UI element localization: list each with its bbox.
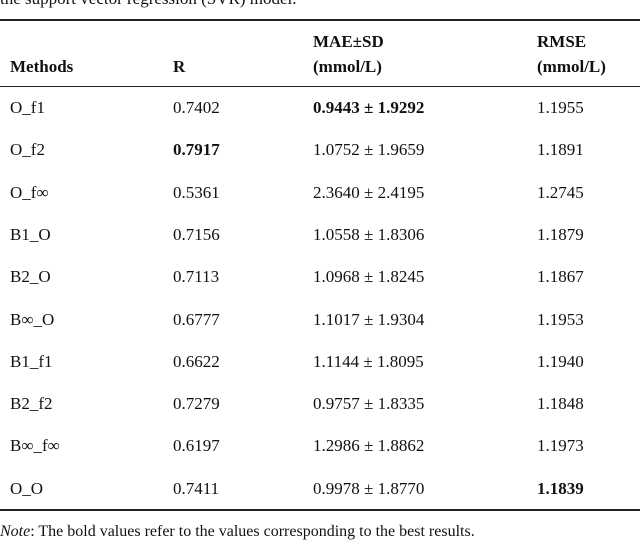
value-cell: 1.1955 (537, 98, 584, 117)
value-cell: 1.1839 (537, 478, 584, 498)
header-cell: (mmol/L) (313, 57, 382, 76)
header-cell: MAE±SD (313, 32, 384, 51)
note-label: Note (0, 523, 31, 540)
value-cell: 0.7402 (173, 98, 220, 117)
value-cell: 1.1953 (537, 309, 584, 329)
value-cell: 1.1017 ± 1.9304 (313, 309, 425, 329)
caption: the support vector regression (SVR) mode… (0, 0, 297, 9)
value-cell: 0.6197 (173, 436, 220, 456)
value-cell: 1.0968 ± 1.8245 (313, 267, 425, 287)
value-cell: 0.9443 ± 1.9292 (313, 98, 425, 117)
method-cell: B∞_O (10, 309, 55, 329)
method-cell: O_f∞ (10, 182, 49, 202)
value-cell: 0.6622 (173, 351, 220, 371)
value-cell: 1.1891 (537, 140, 584, 160)
value-cell: 1.1848 (537, 394, 584, 414)
value-cell: 1.0558 ± 1.8306 (313, 224, 425, 244)
value-cell: 0.6777 (173, 309, 220, 329)
value-cell: 1.0752 ± 1.9659 (313, 140, 425, 160)
value-cell: 0.7113 (173, 267, 220, 287)
method-cell: O_f2 (10, 140, 45, 160)
value-cell: 0.7411 (173, 478, 220, 498)
method-cell: O_O (10, 478, 44, 498)
value-cell: 0.9978 ± 1.8770 (313, 478, 425, 498)
value-cell: 1.1879 (537, 224, 584, 244)
value-cell: 1.1940 (537, 351, 584, 371)
value-cell: 0.7279 (173, 394, 220, 414)
header-cell: Methods (10, 57, 74, 76)
bottom-rule (0, 509, 640, 511)
header-cell: RMSE (537, 32, 587, 51)
value-cell: 0.7917 (173, 140, 220, 160)
top-rule (0, 19, 640, 21)
method-cell: B2_O (10, 267, 51, 287)
header-cell: R (173, 57, 186, 76)
value-cell: 1.2986 ± 1.8862 (313, 436, 425, 456)
method-cell: B1_f1 (10, 351, 53, 371)
method-cell: B1_O (10, 224, 51, 244)
value-cell: 2.3640 ± 2.4195 (313, 182, 425, 202)
value-cell: 1.1144 ± 1.8095 (313, 351, 424, 371)
method-cell: B2_f2 (10, 394, 53, 414)
header-rule (0, 86, 640, 87)
value-cell: 1.1867 (537, 267, 584, 287)
value-cell: 0.9757 ± 1.8335 (313, 394, 425, 414)
value-cell: 1.2745 (537, 182, 584, 202)
method-cell: B∞_f∞ (10, 436, 60, 456)
header-cell: (mmol/L) (537, 57, 606, 76)
note: Note: The bold values refer to the value… (0, 522, 475, 542)
value-cell: 1.1973 (537, 436, 584, 456)
value-cell: 0.7156 (173, 224, 220, 244)
note-text: : The bold values refer to the values co… (30, 523, 475, 540)
value-cell: 0.5361 (173, 182, 220, 202)
method-cell: O_f1 (10, 98, 45, 117)
